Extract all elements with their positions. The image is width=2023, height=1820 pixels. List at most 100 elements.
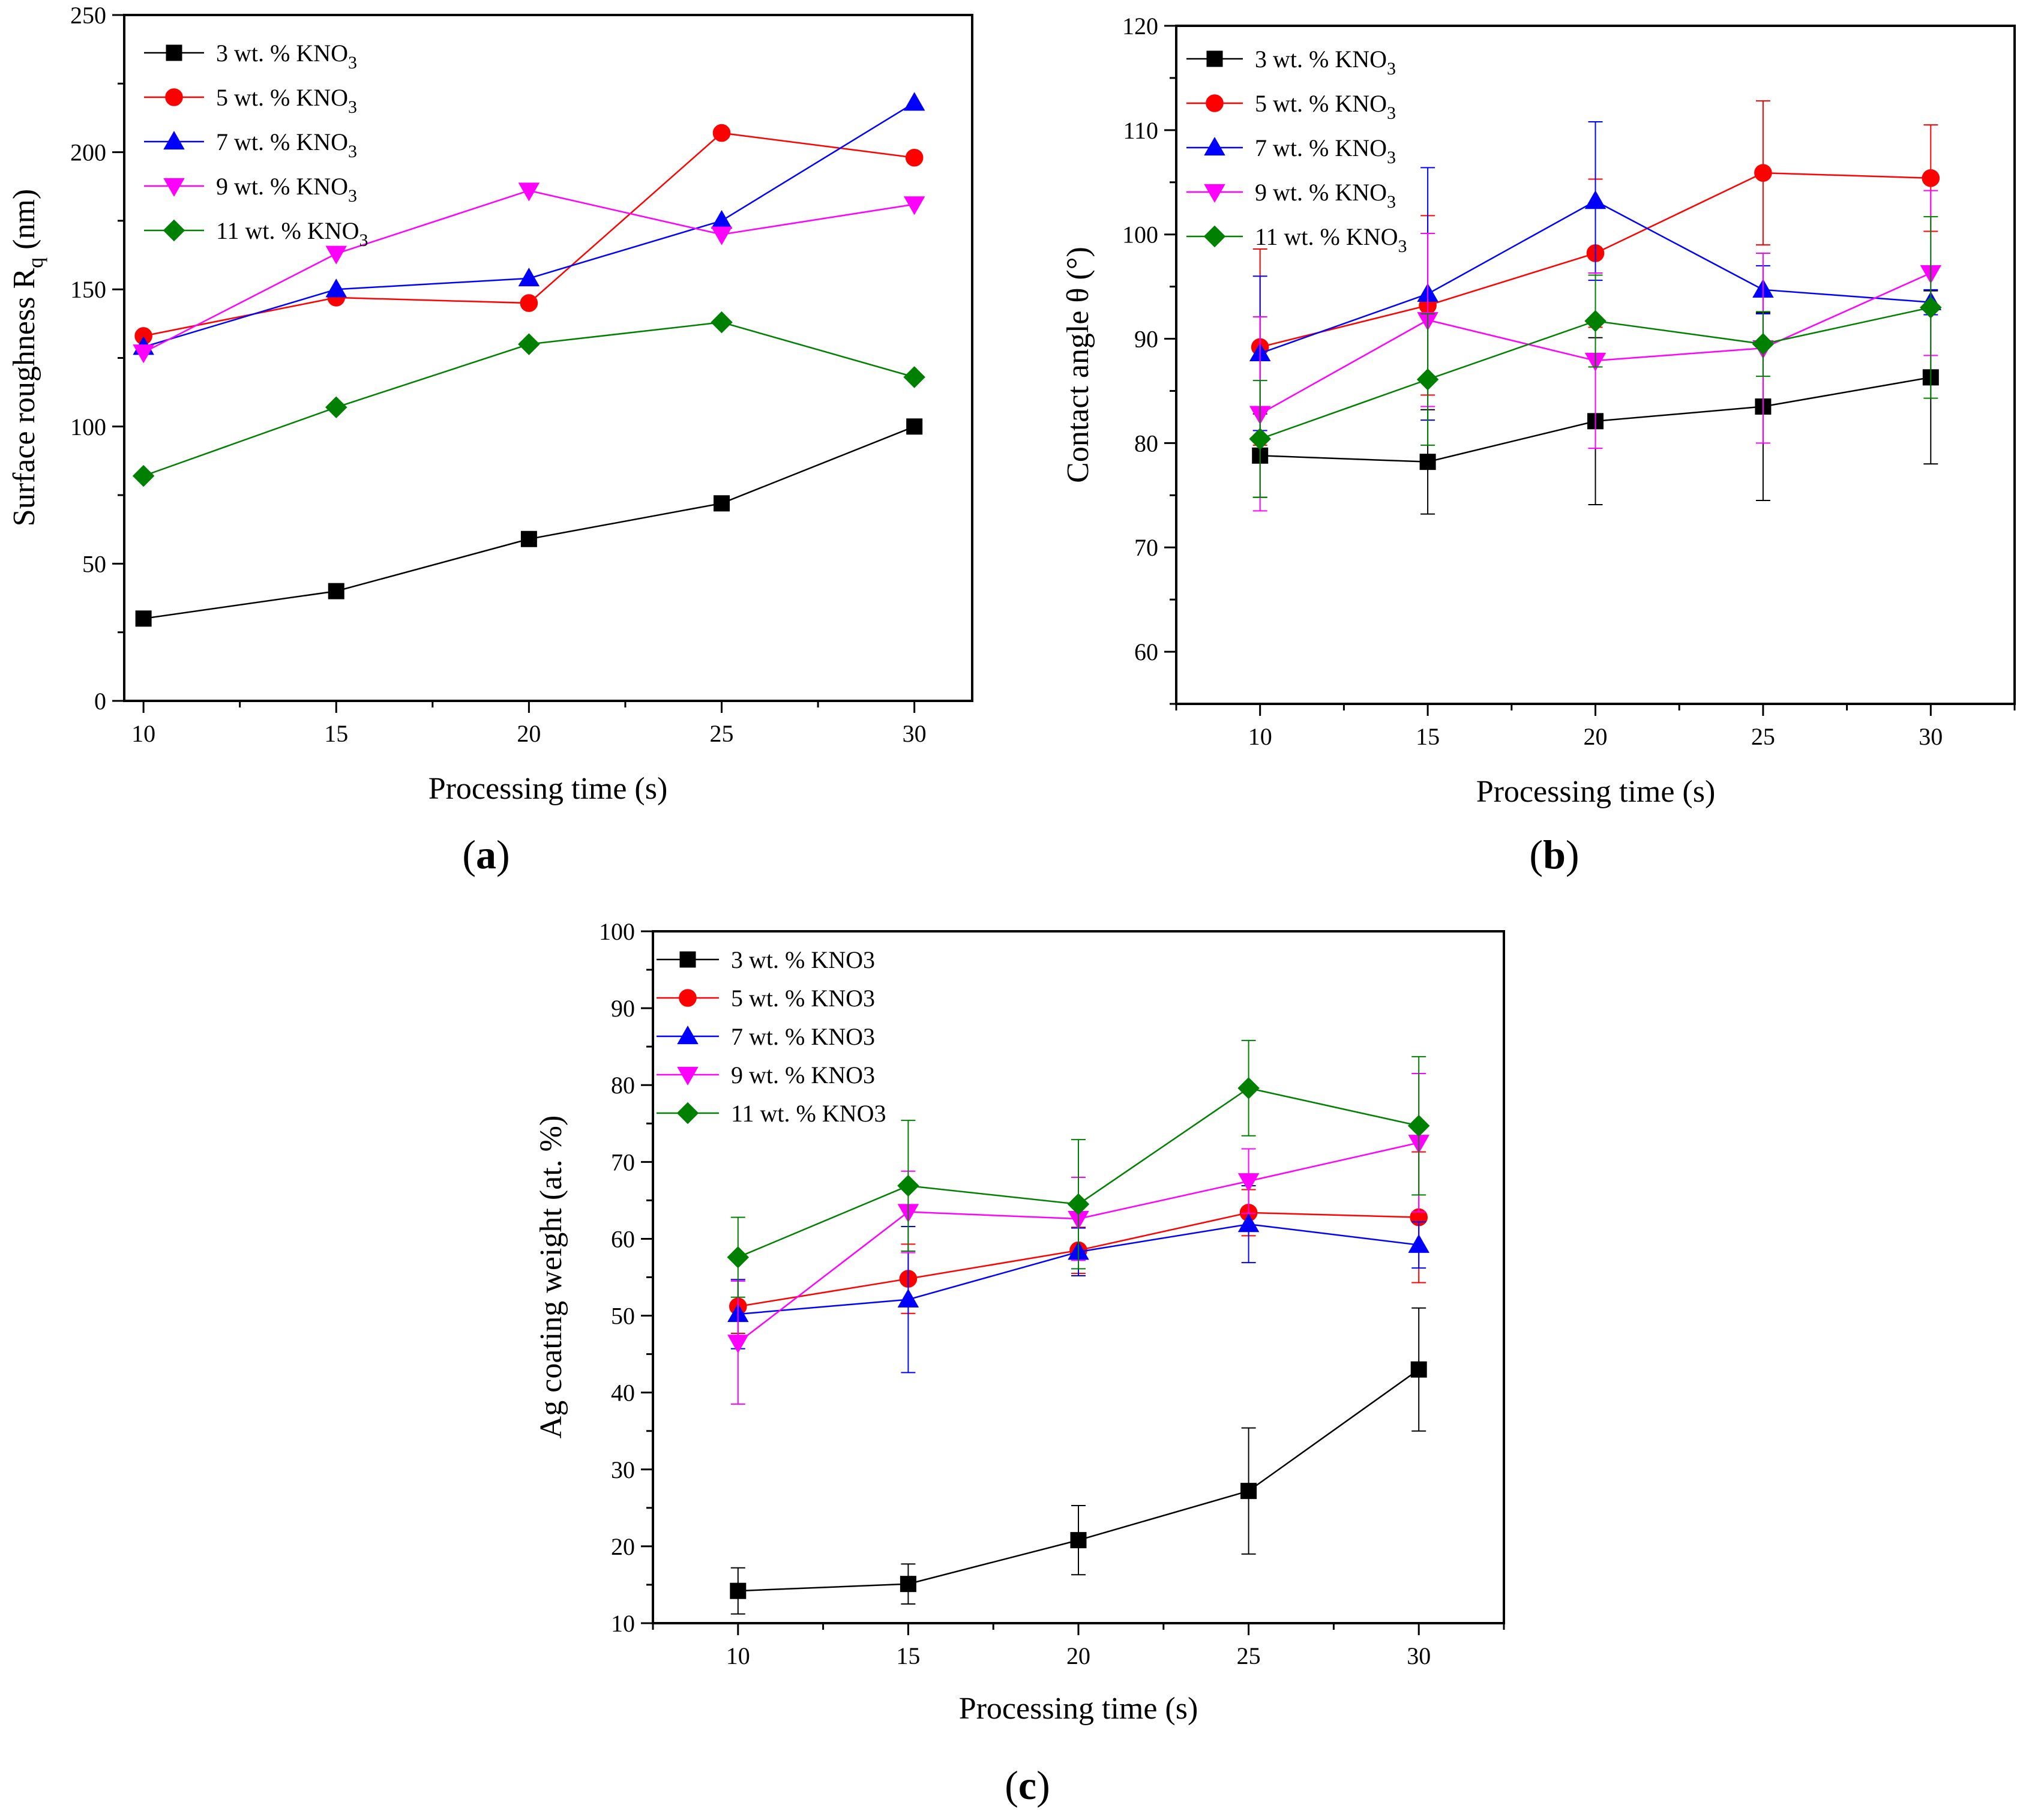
y-tick-label: 80 — [1134, 430, 1158, 457]
panel-b-label: (b) — [1529, 832, 1579, 877]
legend-marker — [677, 1026, 699, 1045]
data-point — [135, 610, 152, 627]
panel-a-series — [132, 92, 925, 627]
legend-entry: 9 wt. % KNO3 — [144, 173, 357, 206]
legend-label-main: 3 wt. % KNO3 — [731, 946, 875, 973]
legend-marker — [1206, 94, 1224, 112]
panel-a-ylabel-sub: q — [23, 257, 47, 268]
data-point — [325, 396, 347, 419]
legend-marker — [1204, 184, 1225, 203]
legend-entry: 3 wt. % KNO3 — [144, 40, 357, 73]
legend-label: 9 wt. % KNO3 — [216, 173, 357, 206]
x-tick-label: 20 — [517, 720, 541, 747]
legend-label-main: 7 wt. % KNO — [1255, 134, 1387, 161]
data-point — [1419, 454, 1436, 470]
data-point — [520, 530, 537, 547]
panel-a-xlabel: Processing time (s) — [428, 772, 668, 806]
y-tick-label: 150 — [70, 276, 106, 303]
panel-b-label-letter: b — [1543, 832, 1566, 877]
panel-b-label-open: ( — [1529, 832, 1543, 877]
data-point — [325, 245, 347, 265]
y-tick-label: 10 — [611, 1610, 635, 1637]
data-point — [903, 366, 925, 388]
legend-label-main: 5 wt. % KNO3 — [731, 985, 875, 1012]
legend-label-main: 11 wt. % KNO — [1255, 223, 1398, 250]
panel-c-ticks: 10 15 20 25 30 10 20 30 40 50 60 70 80 90 100 — [599, 918, 1505, 1669]
y-tick-label: 60 — [611, 1225, 635, 1252]
legend-entry: 11 wt. % KNO3 — [1186, 223, 1407, 256]
data-point — [712, 124, 731, 142]
legend-entry: 5 wt. % KNO3 — [144, 84, 357, 117]
y-tick-label: 30 — [611, 1456, 635, 1483]
legend-marker — [166, 44, 182, 61]
data-point — [1920, 296, 1942, 319]
y-tick-label: 120 — [1122, 13, 1158, 40]
data-point — [1237, 1213, 1260, 1233]
y-tick-label: 60 — [1134, 638, 1158, 665]
x-tick-label: 30 — [903, 720, 927, 747]
legend-label: 9 wt. % KNO3 — [1255, 179, 1396, 212]
y-tick-label: 90 — [1134, 326, 1158, 353]
legend-label: 5 wt. % KNO3 — [1255, 90, 1396, 123]
legend-label-main: 9 wt. % KNO3 — [731, 1062, 875, 1089]
x-tick-label: 15 — [896, 1642, 920, 1669]
series-5 — [1249, 216, 1942, 498]
x-tick-label: 15 — [324, 720, 348, 747]
legend-label-sub: 3 — [359, 230, 368, 250]
legend-entry: 7 wt. % KNO3 — [1186, 134, 1396, 167]
legend-entry: 11 wt. % KNO3 — [657, 1100, 886, 1127]
legend-entry: 5 wt. % KNO3 — [1186, 90, 1396, 123]
legend-label-main: 7 wt. % KNO3 — [731, 1023, 875, 1050]
x-tick-label: 15 — [1416, 723, 1440, 750]
legend-marker — [677, 1066, 699, 1086]
legend-marker — [163, 219, 185, 242]
data-point — [1922, 169, 1940, 187]
legend-entry: 7 wt. % KNO3 — [657, 1023, 875, 1050]
data-point — [903, 92, 925, 111]
panel-a-label-letter: a — [476, 832, 496, 877]
x-tick-label: 25 — [1237, 1642, 1261, 1669]
y-tick-label: 20 — [611, 1533, 635, 1560]
panel-c-series — [727, 1039, 1430, 1615]
legend-label-sub: 3 — [348, 186, 357, 206]
data-point — [897, 1174, 919, 1197]
panel-b-ylabel-main: Contact angle θ (°) — [1061, 247, 1095, 483]
data-point — [711, 311, 733, 334]
y-tick-label: 200 — [70, 139, 106, 166]
legend-label-main: 9 wt. % KNO — [216, 173, 348, 200]
data-point — [1754, 164, 1772, 182]
data-point — [132, 464, 155, 487]
data-point — [520, 294, 538, 312]
data-point — [518, 182, 540, 202]
legend-label-sub: 3 — [1387, 148, 1396, 167]
data-point — [1070, 1532, 1087, 1549]
data-point — [900, 1576, 916, 1593]
data-point — [1752, 332, 1775, 355]
legend-label: 9 wt. % KNO3 — [731, 1062, 875, 1089]
x-tick-label: 10 — [1248, 723, 1272, 750]
series-4 — [133, 182, 925, 364]
legend-marker — [679, 951, 696, 968]
y-tick-label: 100 — [1122, 221, 1158, 248]
legend-label-sub: 3 — [1387, 103, 1396, 123]
panel-b-xlabel: Processing time (s) — [1476, 775, 1716, 809]
legend-marker — [1204, 137, 1225, 156]
legend-label-main: 3 wt. % KNO — [216, 40, 348, 67]
legend-label-main: 5 wt. % KNO — [1255, 90, 1387, 117]
panel-c-xlabel: Processing time (s) — [959, 1692, 1198, 1726]
y-tick-label: 250 — [70, 2, 106, 29]
legend-label-sub: 3 — [348, 97, 357, 117]
data-point — [714, 495, 730, 512]
panel-b-ylabel: Contact angle θ (°) — [1061, 247, 1095, 483]
x-tick-label: 20 — [1066, 1642, 1090, 1669]
legend-label-sub: 3 — [1387, 59, 1396, 79]
legend-entry: 3 wt. % KNO3 — [657, 946, 875, 973]
data-point — [903, 196, 925, 215]
legend-label-main: 5 wt. % KNO — [216, 84, 348, 111]
y-tick-label: 50 — [82, 550, 106, 577]
legend-marker — [676, 1102, 699, 1125]
